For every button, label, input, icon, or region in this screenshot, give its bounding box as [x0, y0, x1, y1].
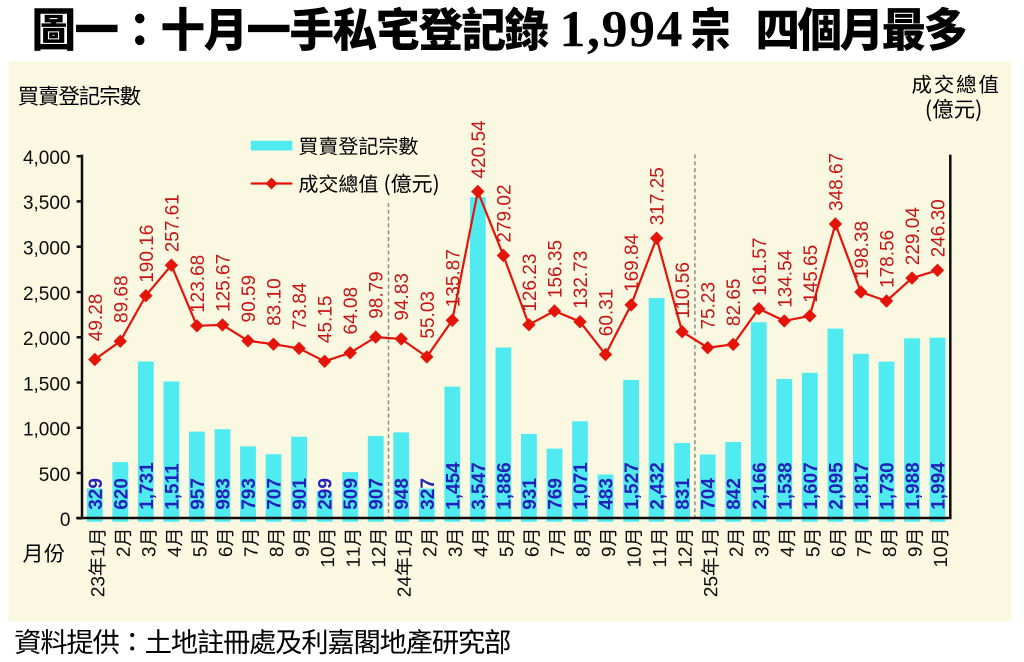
svg-text:161.57: 161.57: [750, 238, 771, 296]
svg-text:90.59: 90.59: [239, 275, 260, 323]
svg-text:317.25: 317.25: [648, 167, 669, 225]
svg-text:126.23: 126.23: [520, 254, 541, 312]
svg-text:49.28: 49.28: [86, 294, 107, 342]
svg-text:178.56: 178.56: [878, 230, 899, 288]
svg-text:145.65: 145.65: [801, 245, 822, 303]
svg-text:2,095: 2,095: [826, 462, 847, 510]
svg-text:64.08: 64.08: [341, 287, 362, 335]
svg-text:198.38: 198.38: [852, 221, 873, 279]
svg-text:1,988: 1,988: [903, 462, 924, 510]
svg-text:73.84: 73.84: [290, 282, 311, 330]
svg-text:45.15: 45.15: [316, 296, 337, 344]
svg-text:55.03: 55.03: [418, 291, 439, 339]
svg-text:948: 948: [392, 478, 413, 510]
svg-text:60.31: 60.31: [597, 289, 618, 337]
svg-text:1,538: 1,538: [775, 462, 796, 510]
svg-text:110.56: 110.56: [673, 262, 694, 319]
svg-text:500: 500: [39, 465, 71, 486]
svg-text:1,511: 1,511: [162, 463, 183, 510]
svg-text:509: 509: [341, 478, 362, 510]
svg-text:1,730: 1,730: [878, 462, 899, 510]
svg-text:957: 957: [188, 478, 209, 510]
svg-text:907: 907: [367, 478, 388, 510]
svg-text:89.68: 89.68: [111, 275, 132, 323]
svg-text:831: 831: [673, 478, 694, 510]
svg-text:2,000: 2,000: [23, 329, 71, 350]
svg-text:169.84: 169.84: [622, 233, 643, 292]
svg-text:190.16: 190.16: [137, 225, 158, 283]
svg-text:1,454: 1,454: [443, 462, 464, 510]
svg-text:1,500: 1,500: [23, 374, 71, 395]
svg-text:0: 0: [60, 510, 71, 531]
svg-text:135.87: 135.87: [443, 249, 464, 307]
svg-text:983: 983: [214, 478, 235, 510]
svg-text:420.54: 420.54: [469, 120, 490, 179]
svg-text:125.67: 125.67: [214, 254, 235, 312]
svg-text:4,000: 4,000: [23, 148, 71, 169]
svg-text:279.02: 279.02: [494, 184, 515, 242]
svg-text:1,994: 1,994: [929, 462, 950, 510]
svg-text:1,886: 1,886: [494, 462, 515, 510]
svg-text:2,432: 2,432: [648, 462, 669, 510]
svg-text:483: 483: [597, 478, 618, 510]
svg-text:1,817: 1,817: [852, 462, 873, 510]
svg-text:348.67: 348.67: [826, 153, 847, 211]
svg-text:83.10: 83.10: [265, 278, 286, 326]
svg-text:329: 329: [86, 478, 107, 510]
svg-text:82.65: 82.65: [724, 279, 745, 327]
svg-text:3,547: 3,547: [469, 462, 490, 510]
svg-text:2,500: 2,500: [23, 284, 71, 305]
svg-text:1,071: 1,071: [571, 462, 592, 510]
svg-text:156.35: 156.35: [546, 240, 567, 298]
svg-text:620: 620: [111, 478, 132, 510]
svg-text:94.83: 94.83: [392, 273, 413, 321]
svg-text:1,000: 1,000: [23, 420, 71, 441]
svg-text:1,607: 1,607: [801, 462, 822, 510]
svg-text:842: 842: [724, 478, 745, 510]
svg-text:793: 793: [239, 478, 260, 510]
svg-text:1,527: 1,527: [622, 462, 643, 510]
svg-text:707: 707: [265, 478, 286, 510]
svg-text:299: 299: [316, 478, 337, 510]
svg-text:98.79: 98.79: [367, 271, 388, 319]
svg-text:1,731: 1,731: [137, 462, 158, 510]
svg-text:132.73: 132.73: [571, 251, 592, 309]
svg-text:246.30: 246.30: [929, 199, 950, 257]
svg-text:257.61: 257.61: [162, 194, 183, 252]
svg-text:123.68: 123.68: [188, 255, 209, 313]
svg-text:901: 901: [290, 478, 311, 510]
svg-text:3,000: 3,000: [23, 239, 71, 260]
svg-text:704: 704: [699, 478, 720, 510]
svg-text:134.54: 134.54: [775, 249, 796, 308]
svg-text:2,166: 2,166: [750, 462, 771, 510]
svg-text:931: 931: [520, 478, 541, 510]
svg-text:769: 769: [546, 478, 567, 510]
svg-text:75.23: 75.23: [699, 282, 720, 330]
svg-text:327: 327: [418, 478, 439, 510]
svg-text:3,500: 3,500: [23, 193, 71, 214]
svg-text:229.04: 229.04: [903, 207, 924, 266]
